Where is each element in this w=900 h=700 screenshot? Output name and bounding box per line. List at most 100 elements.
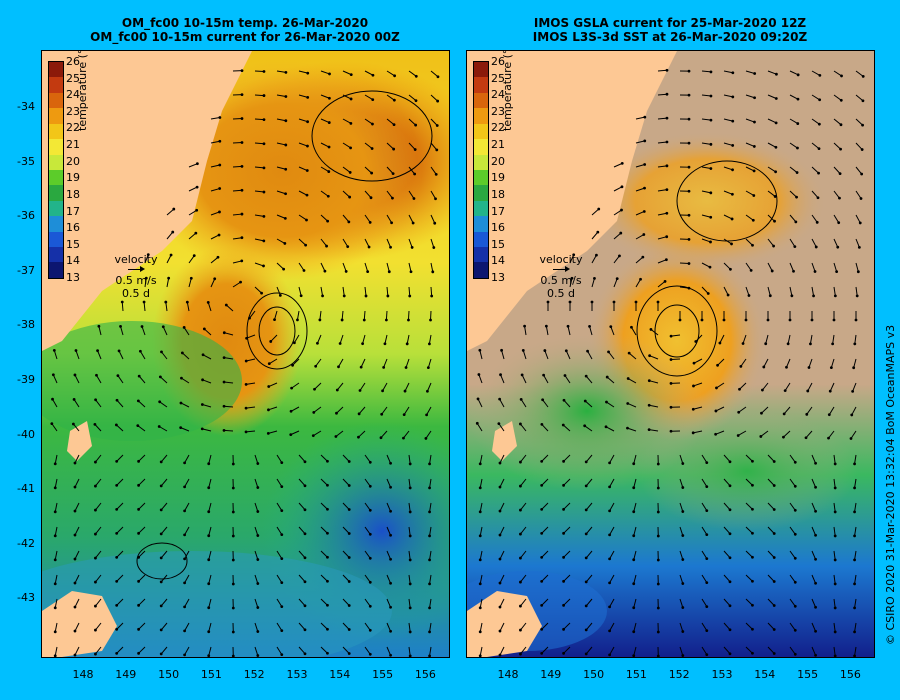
current-arrow xyxy=(855,166,863,175)
current-arrow-head xyxy=(833,630,837,634)
current-arrow-head xyxy=(766,318,770,322)
current-arrow-head xyxy=(669,381,673,385)
current-arrow xyxy=(274,310,278,320)
current-arrow xyxy=(745,454,753,462)
current-arrow-head xyxy=(256,486,260,489)
current-arrow-head xyxy=(73,581,77,585)
current-arrow-head xyxy=(303,532,307,536)
current-arrow xyxy=(499,398,505,408)
current-arrow-head xyxy=(793,508,797,512)
current-arrow xyxy=(745,598,753,606)
current-arrow-head xyxy=(836,245,840,249)
current-arrow-head xyxy=(347,628,351,631)
current-arrow-head xyxy=(562,483,565,487)
current-arrow-head xyxy=(428,630,431,634)
current-arrow-head xyxy=(850,413,854,417)
current-arrow-head xyxy=(280,461,284,465)
current-arrow-head xyxy=(818,74,822,77)
left-temperature-map[interactable]: temperature (°C) 26 25 24 23 22 21 20 19 18 17 16 1… xyxy=(41,50,450,658)
current-arrow xyxy=(855,238,860,248)
current-arrow xyxy=(833,94,842,101)
current-arrow-head xyxy=(751,483,754,487)
current-arrow xyxy=(364,190,372,199)
current-arrow xyxy=(166,254,172,264)
current-arrow-head xyxy=(681,606,685,609)
current-arrow xyxy=(613,232,622,240)
right-sst-map[interactable]: temperature (°C) 26 25 24 23 22 21 20 19 18 17 16 1… xyxy=(466,50,875,658)
current-arrow-head xyxy=(498,485,502,489)
current-arrow xyxy=(723,526,731,535)
current-arrow xyxy=(811,598,817,608)
current-arrow xyxy=(833,238,839,248)
current-arrow-head xyxy=(379,436,383,440)
current-arrow xyxy=(783,430,791,438)
colorbar-label: 24 xyxy=(491,88,505,102)
current-arrow xyxy=(635,140,645,144)
current-arrow xyxy=(854,502,857,512)
current-arrow xyxy=(320,502,328,510)
current-arrow-head xyxy=(477,373,481,376)
current-arrow xyxy=(408,166,416,175)
current-arrow xyxy=(403,430,410,439)
current-arrow xyxy=(232,141,243,144)
current-arrow-head xyxy=(231,558,235,562)
right-velocity-legend: velocity 0.5 m/s 0.5 d xyxy=(531,253,591,300)
current-arrow xyxy=(499,478,505,488)
current-arrow-head xyxy=(590,300,594,304)
current-arrow xyxy=(520,423,527,432)
current-arrow xyxy=(701,478,708,487)
current-arrow-head xyxy=(338,342,342,345)
longitude-tick: 152 xyxy=(668,668,690,681)
current-arrow xyxy=(723,502,731,511)
current-arrow xyxy=(833,286,836,296)
current-arrow xyxy=(184,574,190,584)
current-arrow xyxy=(723,190,733,195)
current-arrow-head xyxy=(284,167,288,171)
current-arrow-head xyxy=(195,162,199,166)
current-arrow-head xyxy=(853,510,856,514)
current-arrow xyxy=(254,238,264,242)
current-arrow xyxy=(701,166,711,170)
current-arrow-head xyxy=(436,99,440,103)
current-arrow xyxy=(520,622,527,631)
current-arrow xyxy=(138,478,146,486)
current-arrow-head xyxy=(326,483,329,487)
current-arrow xyxy=(833,118,842,126)
current-arrow xyxy=(75,350,80,360)
current-arrow xyxy=(679,526,684,536)
latitude-tick: -38 xyxy=(17,318,35,332)
current-arrow-head xyxy=(478,654,482,657)
current-arrow xyxy=(833,502,836,512)
current-arrow-head xyxy=(305,169,309,172)
current-arrow-head xyxy=(115,579,119,583)
current-arrow-head xyxy=(327,145,331,149)
current-arrow xyxy=(138,526,146,534)
current-arrow-head xyxy=(782,412,786,416)
current-arrow-head xyxy=(728,508,732,512)
current-arrow xyxy=(138,502,146,510)
current-arrow-head xyxy=(137,507,140,511)
current-arrow-head xyxy=(519,628,522,632)
current-arrow xyxy=(695,334,703,342)
current-arrow-head xyxy=(383,342,387,346)
current-arrow xyxy=(138,375,146,384)
current-arrow xyxy=(210,116,220,120)
current-arrow xyxy=(805,430,813,439)
current-arrow-head xyxy=(116,374,120,377)
current-arrow-head xyxy=(179,401,183,405)
current-arrow-head xyxy=(793,604,797,608)
current-arrow xyxy=(627,427,637,432)
current-arrow xyxy=(141,326,146,336)
current-arrow xyxy=(208,598,212,608)
current-arrow xyxy=(386,286,389,297)
current-arrow xyxy=(635,211,645,216)
current-arrow xyxy=(767,166,776,173)
current-arrow xyxy=(407,310,410,321)
current-arrow-head xyxy=(656,462,660,466)
current-arrow xyxy=(408,526,411,536)
current-arrow xyxy=(563,622,571,630)
current-arrow-head xyxy=(429,318,432,322)
current-arrow xyxy=(208,550,212,560)
colorbar-label: 25 xyxy=(491,71,505,85)
current-arrow-head xyxy=(840,74,843,78)
